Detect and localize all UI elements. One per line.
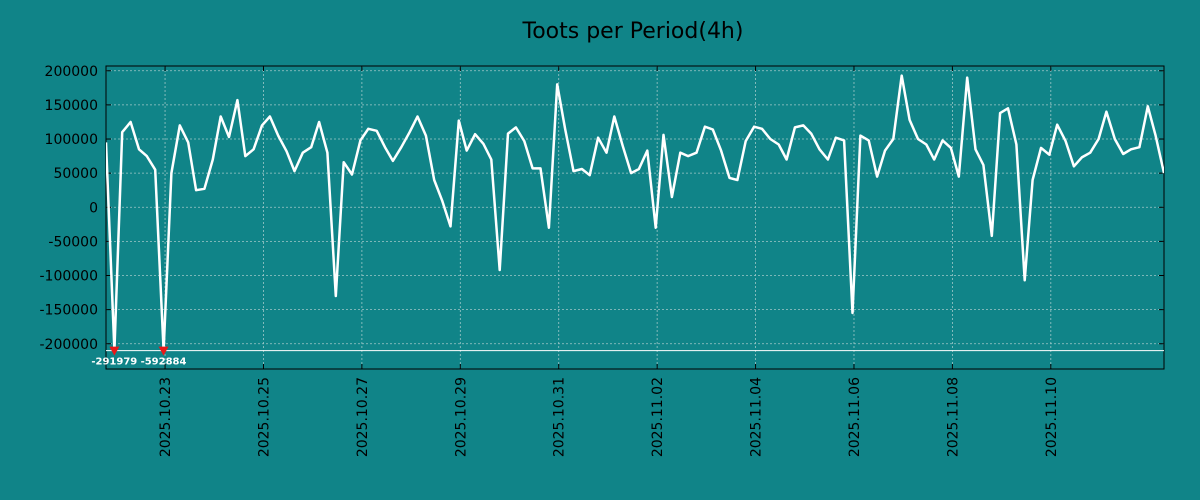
x-tick-label: 2025.11.02 — [650, 377, 666, 457]
y-tick-label: 100000 — [45, 132, 98, 148]
clip-marker-label: -592884 — [141, 357, 187, 368]
y-tick-label: 50000 — [53, 166, 98, 182]
x-tick-label: 2025.10.29 — [453, 377, 469, 457]
x-tick-label: 2025.10.25 — [256, 377, 272, 457]
grid — [106, 66, 1164, 369]
plot-area — [105, 65, 1165, 370]
x-tick-label: 2025.11.06 — [847, 377, 863, 457]
x-tick-label: 2025.10.23 — [158, 377, 174, 457]
y-tick-label: -50000 — [48, 234, 98, 250]
clip-markers: -291979 -592884 — [91, 346, 187, 368]
y-tick-label: 150000 — [45, 98, 98, 114]
chart-title: Toots per Period(4h) — [522, 19, 744, 44]
clip-marker — [158, 346, 169, 356]
y-tick-label: -100000 — [40, 269, 99, 285]
y-tick-label: 0 — [89, 200, 98, 216]
clip-marker — [109, 346, 120, 356]
x-tick-label: 2025.11.10 — [1044, 377, 1060, 457]
clip-marker-label: -291979 — [91, 357, 137, 368]
x-tick-label: 2025.11.08 — [945, 377, 961, 457]
y-tick-label: -150000 — [40, 303, 99, 319]
y-tick-label: 200000 — [45, 64, 98, 80]
axes: 200000 150000 100000 50000 0 -50000 -100000 -15… — [40, 64, 1164, 457]
x-tick-label: 2025.10.31 — [552, 377, 568, 457]
x-tick-label: 2025.11.04 — [749, 377, 765, 457]
y-tick-label: -200000 — [40, 337, 99, 353]
x-tick-label: 2025.10.27 — [355, 377, 371, 457]
series-line — [106, 74, 1164, 352]
series-layer — [106, 74, 1164, 352]
